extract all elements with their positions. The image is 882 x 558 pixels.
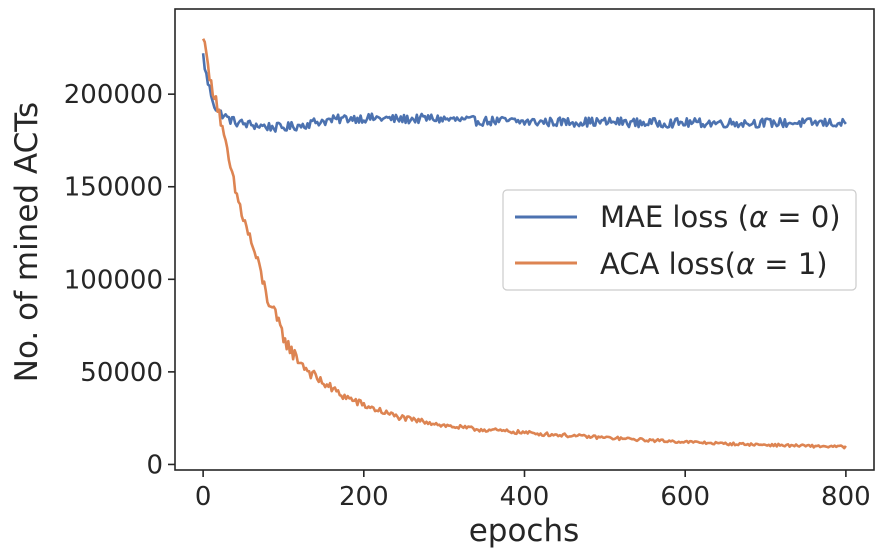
y-tick-label: 0 [146, 450, 163, 480]
y-tick-label: 200000 [64, 80, 163, 110]
y-tick-label: 150000 [64, 173, 163, 203]
x-tick-label: 400 [500, 482, 550, 512]
x-tick-label: 600 [660, 482, 710, 512]
y-axis-label: No. of mined ACTs [9, 102, 45, 382]
legend: MAE loss (α = 0) ACA loss(α = 1) [502, 189, 857, 291]
x-axis-ticks: 0 200 400 600 800 [195, 470, 871, 512]
plot-lines [201, 38, 847, 450]
x-tick-label: 200 [339, 482, 389, 512]
x-tick-label: 800 [821, 482, 871, 512]
y-axis-ticks: 0 50000 100000 150000 200000 [64, 80, 175, 480]
legend-box [502, 189, 857, 291]
legend-label-mae: MAE loss (α = 0) [600, 200, 841, 234]
y-tick-label: 50000 [80, 358, 163, 388]
series-line-mae [201, 53, 847, 133]
x-axis-label: epochs [469, 513, 580, 549]
y-tick-label: 100000 [64, 265, 163, 295]
legend-label-aca: ACA loss(α = 1) [600, 247, 828, 281]
x-tick-label: 0 [195, 482, 212, 512]
series-line-aca [201, 38, 847, 450]
